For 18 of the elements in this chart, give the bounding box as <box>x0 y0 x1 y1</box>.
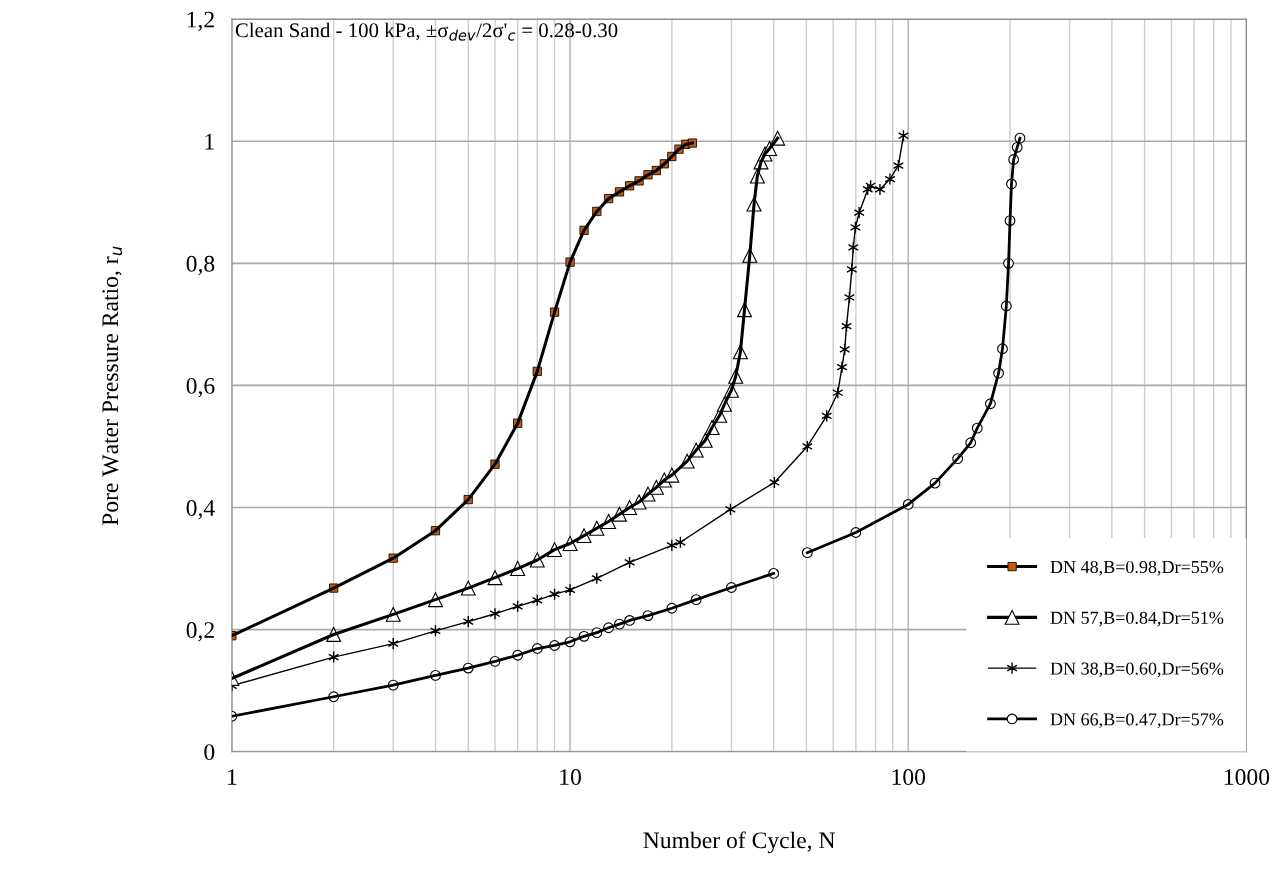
y-axis-title: Pore Water Pressure Ratio, r$_{u}$ <box>102 246 123 526</box>
x-axis-title: Number of Cycle, N <box>643 831 835 854</box>
y-tick-label: 0 <box>204 744 215 761</box>
x-tick-label: 1000 <box>1224 769 1270 785</box>
x-tick-label: 100 <box>892 769 926 785</box>
y-tick-label: 1 <box>205 133 214 150</box>
x-tick-label: 1 <box>228 769 237 785</box>
y-tick-label: 1,2 <box>187 11 214 31</box>
legend-label: DN 66,B=0.47,Dr=57% <box>1050 713 1224 729</box>
legend-label: DN 38,B=0.60,Dr=56% <box>1050 662 1224 678</box>
legend-label: DN 48,B=0.98,Dr=55% <box>1050 560 1224 576</box>
y-tick-label: 0,8 <box>186 255 215 276</box>
legend-label: DN 57,B=0.84,Dr=51% <box>1050 611 1224 627</box>
y-tick-label: 0,6 <box>186 377 215 398</box>
x-tick-label: 10 <box>560 769 581 785</box>
chart-title: Clean Sand - 100 kPa, ±σ$_{dev}$/2σ'$_{c}$ = 0.28-0.30 <box>235 22 618 41</box>
y-tick-label: 0,2 <box>186 622 214 642</box>
y-tick-label: 0,4 <box>186 499 215 520</box>
